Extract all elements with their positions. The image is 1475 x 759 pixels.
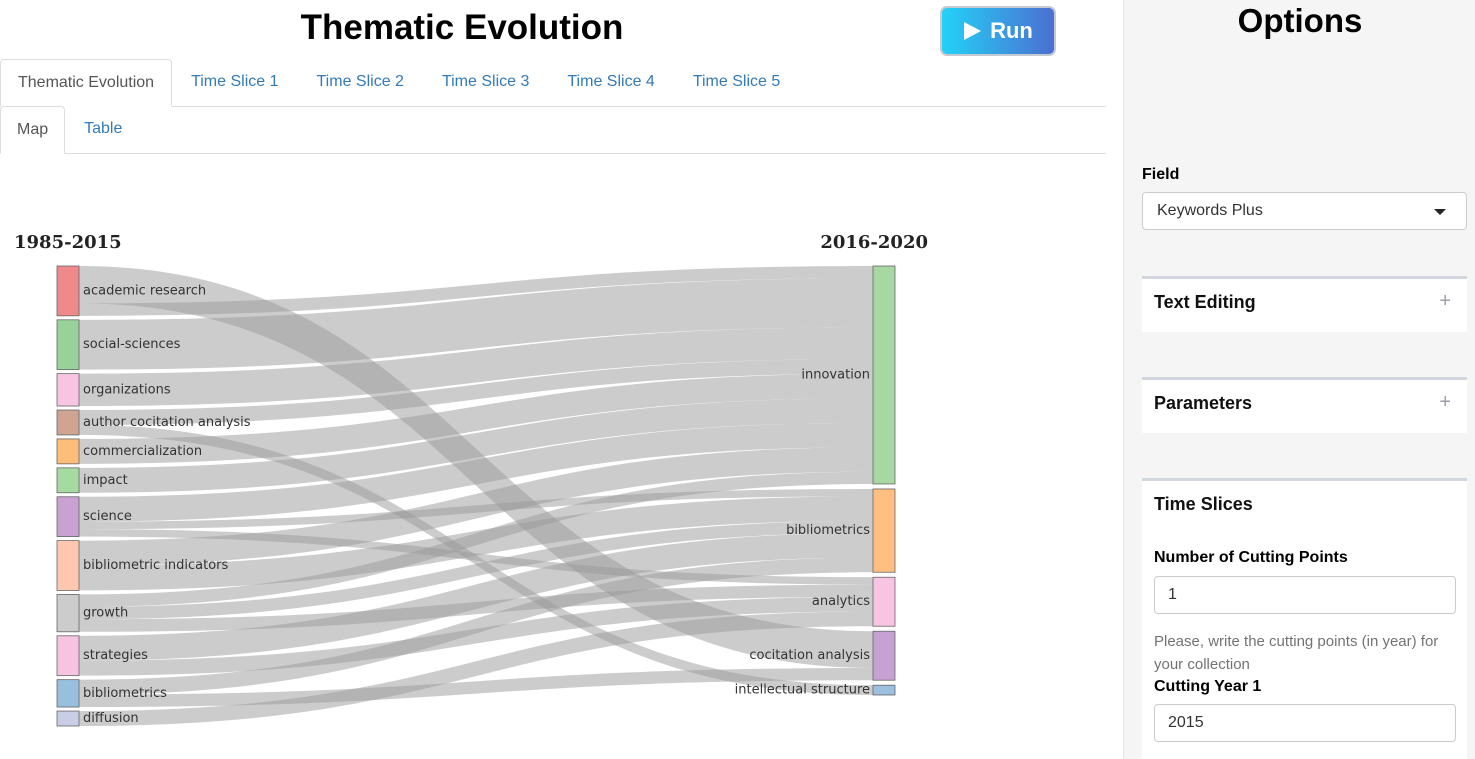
sankey-link[interactable] (79, 266, 873, 316)
options-sidebar: Options Field Keywords Plus Text Editing… (1123, 0, 1475, 759)
sankey-node-label: commercialization (83, 444, 202, 459)
sankey-node-left[interactable] (56, 467, 80, 494)
tab-time-slice-3[interactable]: Time Slice 3 (441, 73, 530, 90)
options-title: Options (1237, 2, 1363, 39)
sankey-node-label: author cocitation analysis (83, 415, 251, 430)
main-tabs: Thematic Evolution Time Slice 1 Time Sli… (0, 59, 1106, 107)
tab-table[interactable]: Table (84, 120, 123, 137)
run-button[interactable]: Run (940, 6, 1056, 56)
plus-icon[interactable]: + (1439, 391, 1451, 413)
sankey-node-label: impact (83, 473, 128, 488)
sankey-node-label: organizations (83, 382, 171, 397)
sankey-link[interactable] (79, 422, 873, 522)
sankey-node-label: science (83, 509, 132, 524)
plus-icon[interactable]: + (1439, 290, 1451, 312)
sankey-link[interactable] (79, 447, 873, 566)
sankey-node-right[interactable] (872, 630, 896, 681)
sankey-node-left[interactable] (56, 373, 80, 407)
field-label: Field (1142, 166, 1180, 183)
sankey-link[interactable] (79, 373, 873, 464)
period-label-right: 2016-2020 (820, 232, 928, 253)
parameters-panel[interactable]: Parameters + (1142, 377, 1467, 433)
sankey-node-label: cocitation analysis (749, 648, 870, 663)
sankey-link[interactable] (79, 278, 873, 370)
cutting-points-help: Please, write the cutting points (in yea… (1154, 633, 1439, 673)
sankey-node-label: strategies (83, 648, 148, 663)
sankey-node-label: innovation (801, 367, 870, 382)
sankey-node-left[interactable] (56, 438, 80, 465)
play-icon (964, 22, 982, 40)
text-editing-panel[interactable]: Text Editing + (1142, 276, 1467, 332)
tab-time-slice-5[interactable]: Time Slice 5 (692, 73, 781, 90)
sankey-node-right[interactable] (872, 576, 896, 627)
sankey-link[interactable] (79, 520, 873, 620)
sankey-node-label: academic research (83, 283, 206, 298)
sankey-link[interactable] (79, 327, 873, 407)
sankey-node-label: growth (83, 606, 128, 621)
page-title: Thematic Evolution (300, 8, 624, 47)
sankey-node-label: intellectual structure (735, 683, 870, 698)
sankey-node-left[interactable] (56, 409, 80, 436)
main-panel: Thematic Evolution Run Thematic Evolutio… (0, 6, 1106, 727)
tab-time-slice-2[interactable]: Time Slice 2 (316, 73, 404, 90)
field-select[interactable]: Keywords Plus (1142, 192, 1467, 230)
sankey-node-left[interactable] (56, 635, 80, 677)
sankey-node-left[interactable] (56, 540, 80, 591)
sankey-link[interactable] (79, 667, 873, 708)
cutting-year-input[interactable]: 2015 (1154, 704, 1456, 742)
tab-time-slice-4[interactable]: Time Slice 4 (567, 73, 655, 90)
sankey-link[interactable] (79, 471, 873, 607)
sub-tabs: Map Table (0, 106, 1106, 154)
caret-down-icon (1434, 209, 1446, 215)
sankey-link[interactable] (79, 611, 873, 726)
sankey-node-left[interactable] (56, 679, 80, 708)
period-label-left: 1985-2015 (14, 232, 122, 253)
sankey-node-right[interactable] (872, 265, 896, 485)
time-slices-panel: Time Slices Number of Cutting Points 1 P… (1142, 478, 1467, 759)
thematic-evolution-chart: academic research social-sciences organiza… (14, 232, 928, 727)
cutting-points-label: Number of Cutting Points (1154, 549, 1348, 566)
sankey-node-left[interactable] (56, 594, 80, 633)
cutting-points-input[interactable]: 1 (1154, 576, 1456, 614)
sankey-link[interactable] (79, 398, 873, 493)
sankey-link[interactable] (79, 359, 873, 425)
sankey-node-label: social-sciences (83, 337, 181, 352)
sankey-node-label: diffusion (83, 711, 139, 726)
tab-thematic-evolution[interactable]: Thematic Evolution (0, 59, 173, 107)
sankey-node-left[interactable] (56, 496, 80, 538)
sankey-link[interactable] (79, 596, 873, 676)
cutting-year-label: Cutting Year 1 (1154, 678, 1262, 695)
tab-map[interactable]: Map (0, 106, 66, 154)
field-select-value: Keywords Plus (1157, 202, 1263, 219)
time-slices-title: Time Slices (1154, 494, 1253, 514)
sankey-node-label: bibliometrics (83, 686, 167, 701)
sankey-node-right[interactable] (872, 684, 896, 696)
sankey-node-left[interactable] (56, 319, 80, 371)
sankey-node-label: bibliometric indicators (83, 558, 229, 573)
sankey-node-label: analytics (812, 594, 870, 609)
sankey-node-label: bibliometrics (786, 523, 870, 538)
tab-time-slice-1[interactable]: Time Slice 1 (191, 73, 279, 90)
sankey-link[interactable] (79, 533, 873, 661)
text-editing-title: Text Editing (1154, 292, 1256, 312)
sankey-node-right[interactable] (872, 488, 896, 573)
run-label: Run (990, 18, 1033, 43)
parameters-title: Parameters (1154, 393, 1253, 413)
sankey-link[interactable] (79, 529, 873, 585)
sankey-node-left[interactable] (56, 710, 80, 727)
sankey-link[interactable] (79, 557, 873, 695)
sankey-node-left[interactable] (56, 265, 80, 317)
